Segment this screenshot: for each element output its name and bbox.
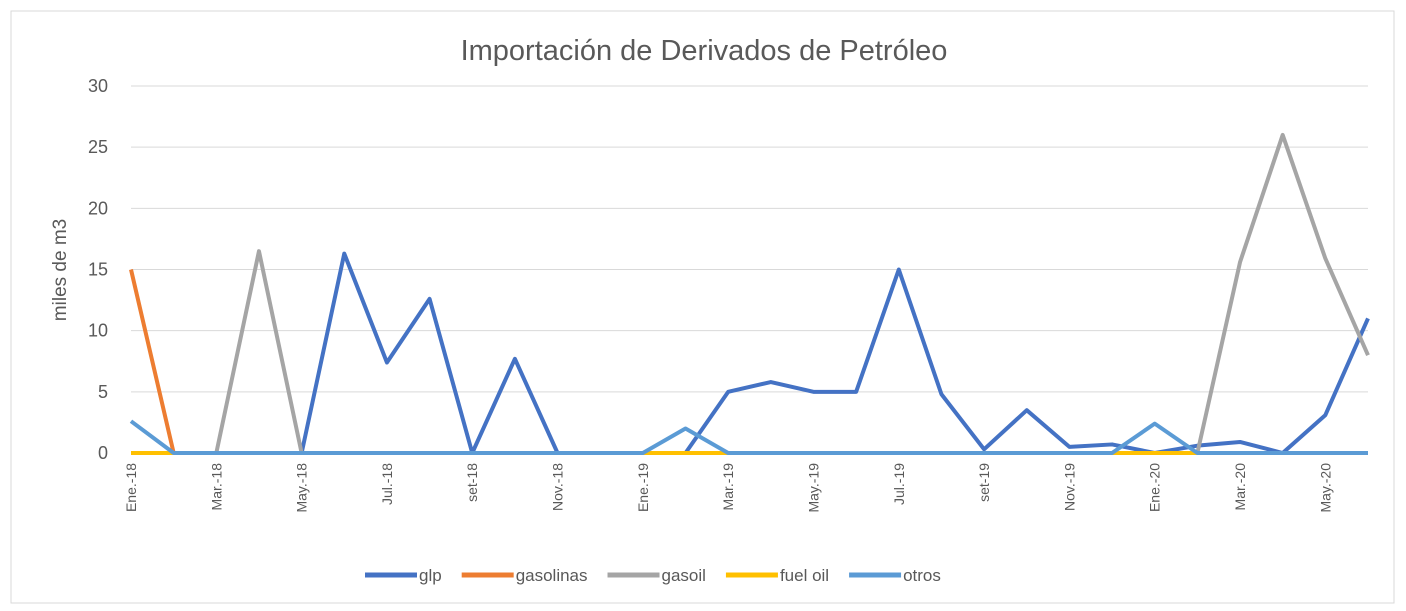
x-tick-label: Jul.-19 xyxy=(891,463,907,505)
legend-label: otros xyxy=(903,566,941,585)
x-tick-label: Mar.-20 xyxy=(1232,463,1248,511)
legend-label: fuel oil xyxy=(780,566,829,585)
x-tick-label: Ene.-18 xyxy=(123,463,139,512)
y-axis-title: miles de m3 xyxy=(50,219,71,321)
legend-label: gasolinas xyxy=(516,566,588,585)
x-tick-label: May.-20 xyxy=(1317,463,1333,513)
y-tick-label: 15 xyxy=(88,260,108,280)
x-tick-label: set-18 xyxy=(464,463,480,502)
y-tick-label: 5 xyxy=(98,382,108,402)
series-line xyxy=(129,419,1368,455)
y-tick-label: 0 xyxy=(98,443,108,463)
x-tick-label: Ene.-19 xyxy=(635,463,651,512)
legend-label: gasoil xyxy=(662,566,706,585)
x-tick-label: May.-18 xyxy=(294,463,310,513)
chart-title: Importación de Derivados de Petróleo xyxy=(461,35,948,67)
y-tick-label: 10 xyxy=(88,321,108,341)
chart-frame xyxy=(10,10,1395,604)
y-tick-label: 20 xyxy=(88,198,108,218)
y-tick-label: 30 xyxy=(88,76,108,96)
x-tick-label: Nov.-18 xyxy=(550,463,566,511)
x-tick-label: set-19 xyxy=(976,463,992,502)
x-tick-label: May.-19 xyxy=(805,463,821,513)
x-tick-label: Jul.-18 xyxy=(379,463,395,505)
x-tick-label: Ene.-20 xyxy=(1147,463,1163,512)
x-tick-label: Mar.-18 xyxy=(208,463,224,511)
x-tick-label: Nov.-19 xyxy=(1061,463,1077,511)
x-tick-label: Mar.-19 xyxy=(720,463,736,511)
legend-label: glp xyxy=(419,566,442,585)
y-tick-label: 25 xyxy=(88,137,108,157)
